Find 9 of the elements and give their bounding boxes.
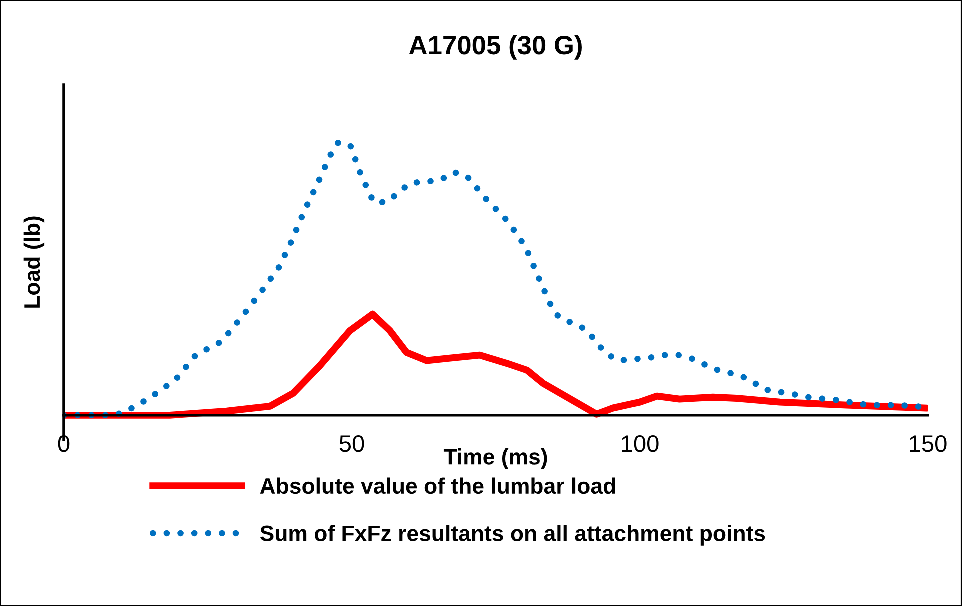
x-tick-label: 100 (622, 435, 659, 452)
x-axis-title: Time (ms) (444, 448, 548, 470)
chart-title: A17005 (30 G) (409, 35, 582, 60)
x-tick-label: 0 (58, 435, 70, 452)
x-tick-label: 50 (340, 435, 364, 452)
y-axis-title: Load (lb) (24, 216, 45, 308)
legend-label: Absolute value of the lumbar load (260, 478, 616, 494)
legend-label: Sum of FxFz resultants on all attachment points (260, 525, 766, 546)
x-tick-label: 150 (910, 435, 947, 452)
